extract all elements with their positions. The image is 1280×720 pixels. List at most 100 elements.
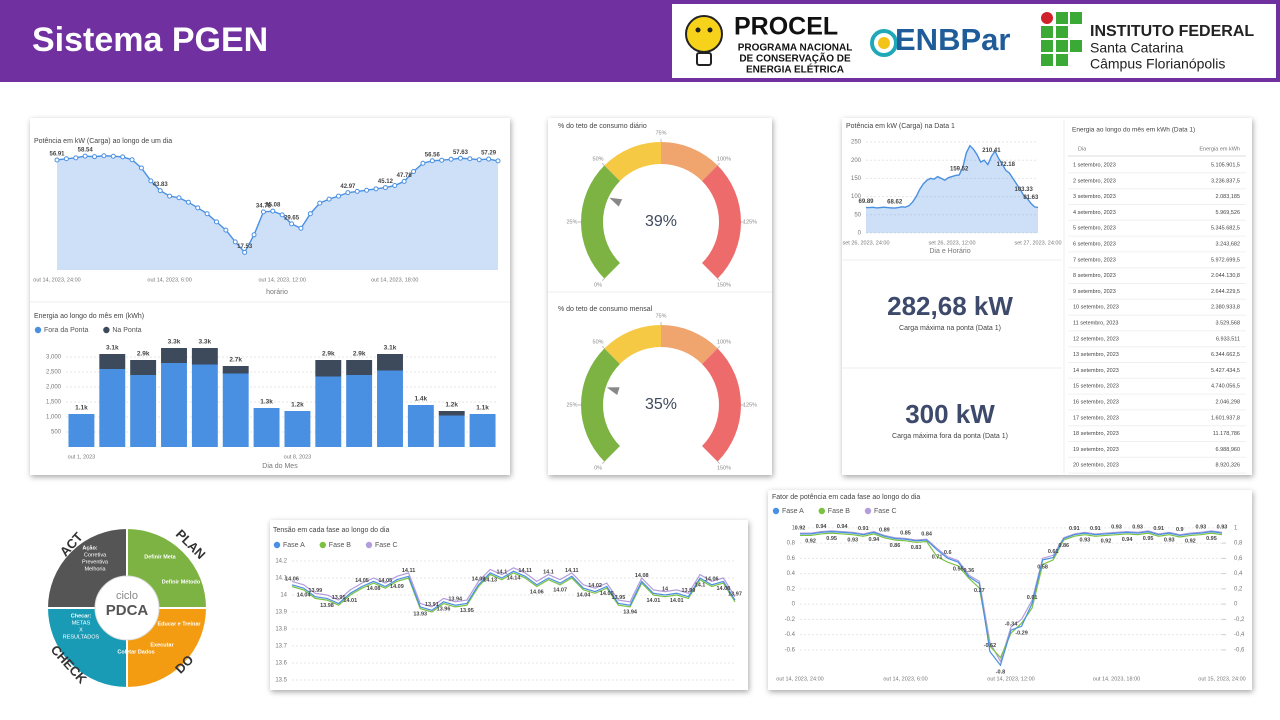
gauge-band bbox=[580, 348, 620, 462]
x-tick-label: set 26, 2023, 24:00 bbox=[842, 240, 889, 246]
data-label: 0.58 bbox=[1037, 564, 1048, 570]
gauge-tick-label: 50% bbox=[593, 157, 604, 163]
gauge-band bbox=[604, 142, 661, 181]
y2-tick-label: 0 bbox=[1234, 602, 1238, 608]
y-tick-label: 13.5 bbox=[275, 678, 287, 684]
y-tick-label: -0.4 bbox=[785, 632, 796, 638]
pdca-note: X bbox=[79, 627, 83, 633]
chart-title: % do teto de consumo diário bbox=[558, 123, 647, 130]
bar-segment bbox=[315, 376, 342, 447]
x-tick-label: out 14, 2023, 6:00 bbox=[147, 277, 191, 283]
procel-line: PROGRAMA NACIONAL bbox=[738, 43, 853, 54]
y-tick-label: 0 bbox=[792, 602, 796, 608]
gauge-tick-label: 125% bbox=[743, 219, 757, 225]
gauge-tick bbox=[601, 162, 605, 166]
bar-segment bbox=[161, 348, 187, 363]
legend-label: Fase A bbox=[782, 508, 804, 515]
data-label: 0.93 bbox=[1132, 525, 1143, 531]
x-tick-label: out 14, 2023, 6:00 bbox=[883, 676, 927, 682]
data-label: 45.12 bbox=[378, 179, 394, 185]
table-cell: 2.644.229,5 bbox=[1211, 289, 1240, 295]
y-tick-label: 13.6 bbox=[275, 661, 287, 667]
x-tick-label: out 14, 2023, 24:00 bbox=[776, 676, 823, 682]
gauge-tick-label: 100% bbox=[717, 157, 731, 163]
y-tick-label: 3,000 bbox=[46, 355, 62, 361]
data-label: 0.91 bbox=[1090, 526, 1101, 532]
table-cell: 13 setembro, 2023 bbox=[1073, 352, 1119, 358]
bar-segment bbox=[469, 414, 496, 447]
point bbox=[364, 187, 370, 193]
kpi-label: Carga máxima na ponta (Data 1) bbox=[899, 325, 1001, 332]
point bbox=[326, 196, 332, 202]
x-axis-title: Dia e Horário bbox=[929, 248, 970, 255]
x-tick-label: out 8, 2023 bbox=[284, 454, 312, 460]
data-label: -0.34 bbox=[1005, 622, 1018, 628]
area-fill bbox=[866, 145, 1038, 233]
point bbox=[495, 158, 501, 164]
pdca-note: Corretiva bbox=[84, 552, 107, 558]
point bbox=[345, 190, 351, 196]
total-label: 1.2k bbox=[445, 402, 458, 409]
y2-tick-label: 0,2 bbox=[1234, 586, 1243, 592]
y-tick-label: 150 bbox=[851, 176, 862, 182]
point bbox=[270, 208, 276, 214]
procel-name: PROCEL bbox=[734, 13, 838, 41]
gauge-tick bbox=[717, 345, 721, 349]
table-cell: 5 setembro, 2023 bbox=[1073, 226, 1116, 232]
data-label: 0.93 bbox=[1196, 525, 1207, 531]
data-label: 14.09 bbox=[390, 584, 404, 590]
bar-segment bbox=[222, 373, 249, 447]
bar-segment bbox=[438, 415, 465, 447]
data-label: 0.93 bbox=[1111, 525, 1122, 531]
table-cell: 3.236.837,5 bbox=[1211, 178, 1240, 184]
table-cell: 5.345.682,5 bbox=[1211, 226, 1240, 232]
data-label: 13.93 bbox=[413, 611, 427, 617]
data-label: 0.94 bbox=[816, 524, 828, 530]
gauge-tick bbox=[717, 278, 721, 282]
point bbox=[354, 188, 360, 194]
table-cell: 8 setembro, 2023 bbox=[1073, 273, 1116, 279]
pdca: ciclo PDCA ACT PLAN CHECK DO Ação: Corre… bbox=[45, 526, 209, 690]
series-line bbox=[865, 144, 1039, 209]
bar-segment bbox=[253, 408, 280, 447]
point bbox=[101, 153, 107, 159]
pdca-center-text: ciclo bbox=[116, 590, 138, 602]
y-tick-label: 0.8 bbox=[787, 541, 796, 547]
data-label: 0.95 bbox=[1206, 536, 1217, 542]
data-label: 0.01 bbox=[1027, 595, 1038, 601]
data-label: 0.83 bbox=[911, 545, 922, 551]
gauge-tick bbox=[717, 461, 721, 465]
data-label: 14.06 bbox=[705, 576, 719, 582]
y-tick-label: 1,000 bbox=[46, 415, 62, 421]
data-label: 14.06 bbox=[530, 589, 544, 595]
point bbox=[167, 193, 173, 199]
data-label: 57.63 bbox=[453, 150, 469, 156]
data-label: 14.07 bbox=[553, 588, 567, 594]
data-label: 159.52 bbox=[950, 167, 969, 173]
data-label: 0.94 bbox=[868, 537, 880, 543]
gauge-tick bbox=[601, 278, 605, 282]
pdca-step: Executar bbox=[150, 642, 174, 648]
table-header: Dia bbox=[1078, 146, 1087, 152]
data-label: 0.55 bbox=[953, 567, 964, 573]
data-label: 14.11 bbox=[565, 568, 578, 574]
gauge-band bbox=[580, 165, 620, 279]
point bbox=[63, 156, 69, 162]
legend-swatch bbox=[103, 326, 110, 334]
y-tick-label: 0.2 bbox=[787, 586, 796, 592]
data-label: 34.78 bbox=[256, 203, 272, 209]
ifsc-line: Santa Catarina bbox=[1090, 40, 1184, 56]
y-tick-label: 14.2 bbox=[275, 559, 287, 565]
data-label: 0.91 bbox=[1153, 526, 1164, 532]
page-title: Sistema PGEN bbox=[32, 21, 268, 59]
y-tick-label: -0.6 bbox=[785, 647, 796, 653]
data-label: 0.61 bbox=[1048, 549, 1059, 555]
table-cell: 6.933,511 bbox=[1216, 336, 1240, 342]
data-label: 13.94 bbox=[623, 610, 638, 616]
gauge-needle bbox=[606, 387, 620, 395]
data-label: 14.05 bbox=[355, 578, 369, 584]
data-label: 58.54 bbox=[78, 148, 94, 154]
point bbox=[92, 154, 98, 160]
data-label: 14.1 bbox=[543, 569, 554, 575]
data-label: 0.91 bbox=[1069, 526, 1080, 532]
